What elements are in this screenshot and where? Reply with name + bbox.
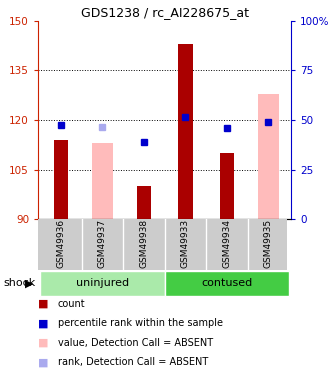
Text: shock: shock [3,279,35,288]
Bar [178,44,193,219]
Title: GDS1238 / rc_AI228675_at: GDS1238 / rc_AI228675_at [81,6,249,20]
Text: ▶: ▶ [25,279,33,288]
Bar [137,186,151,219]
Text: GSM49934: GSM49934 [222,219,231,268]
Text: ■: ■ [38,299,49,309]
Bar [165,272,289,296]
Text: GSM49936: GSM49936 [56,219,66,268]
Text: ■: ■ [38,357,49,368]
Text: value, Detection Call = ABSENT: value, Detection Call = ABSENT [58,338,213,348]
Text: rank, Detection Call = ABSENT: rank, Detection Call = ABSENT [58,357,208,368]
Text: contused: contused [201,278,253,288]
Bar [40,272,165,296]
Text: count: count [58,299,85,309]
Bar [54,140,68,219]
Text: GSM49938: GSM49938 [139,219,148,268]
Text: GSM49935: GSM49935 [264,219,273,268]
Text: ■: ■ [38,318,49,328]
Bar [258,93,279,219]
Text: uninjured: uninjured [76,278,129,288]
Bar [92,143,113,219]
Text: GSM49937: GSM49937 [98,219,107,268]
Text: GSM49933: GSM49933 [181,219,190,268]
Bar [220,153,234,219]
Text: percentile rank within the sample: percentile rank within the sample [58,318,223,328]
Text: ■: ■ [38,338,49,348]
